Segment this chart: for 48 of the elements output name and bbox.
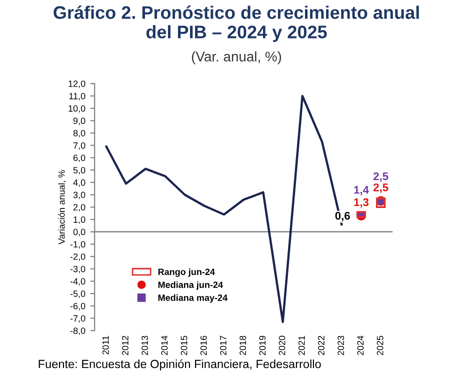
y-tick-label: 12,0	[68, 80, 86, 88]
x-tick-label: 2019	[259, 336, 266, 356]
y-tick-label: -7,0	[70, 315, 86, 323]
data-label: 1,4	[354, 186, 369, 196]
y-tick-label: -6,0	[70, 302, 86, 310]
y-tick-label: 6,0	[73, 154, 86, 162]
y-tick-label: 5,0	[73, 167, 86, 174]
x-tick-label: 2018	[240, 336, 246, 356]
y-tick-label: 2,0	[73, 204, 86, 212]
x-tick-label: 2012	[122, 336, 128, 356]
x-tick-label: 2025	[376, 336, 384, 356]
y-tick-label: 4,0	[73, 179, 86, 187]
chart-subtitle: (Var. anual, %)	[192, 51, 282, 64]
y-tick-label: 8,0	[73, 130, 86, 138]
x-tick-label: 2014	[161, 336, 168, 356]
x-tick-label: 2023	[338, 336, 344, 356]
x-tick-label: 2020	[278, 336, 286, 356]
x-tick-label: 2015	[180, 336, 188, 356]
data-label: 1,3	[354, 198, 369, 208]
y-tick-label: -2,0	[70, 253, 86, 261]
x-tick-label: 2013	[142, 336, 148, 356]
y-tick-label: -4,0	[70, 278, 86, 286]
x-tick-label: 2022	[318, 336, 324, 356]
legend-label: Mediana jun-24	[158, 281, 223, 290]
x-tick-label: 2024	[357, 336, 364, 356]
data-label: 2,5	[373, 172, 388, 182]
x-tick-label: 2017	[220, 336, 226, 356]
chart-title: Gráfico 2. Pronóstico de crecimiento anual del PIB – 2024 y 2025	[54, 6, 419, 42]
data-label: 0,6	[335, 212, 350, 222]
y-tick-label: 9,0	[73, 118, 86, 126]
y-tick-label: -8,0	[70, 328, 86, 336]
y-tick-label: 7,0	[73, 142, 86, 150]
y-tick-label: 0,0	[73, 228, 86, 236]
y-tick-label: 11,0	[69, 92, 86, 100]
data-label: 2,5	[373, 183, 388, 193]
y-tick-label: 10,0	[68, 105, 86, 113]
x-tick-label: 2016	[200, 336, 207, 356]
y-tick-label: 1,0	[74, 216, 86, 224]
y-tick-label: -3,0	[70, 266, 86, 274]
y-tick-label: -5,0	[70, 290, 86, 298]
y-axis-title: Variación anual, %	[58, 170, 66, 244]
legend-label: Rango jun-24	[158, 268, 215, 277]
y-tick-label: -1,0	[70, 241, 86, 249]
legend-label: Mediana may-24	[158, 294, 228, 303]
x-tick-label: 2021	[298, 336, 305, 356]
source-note: Fuente: Encuesta de Opinión Financiera, Fedesarrollo	[38, 359, 321, 370]
x-tick-label: 2011	[102, 336, 109, 354]
y-tick-label: 3,0	[73, 192, 86, 200]
